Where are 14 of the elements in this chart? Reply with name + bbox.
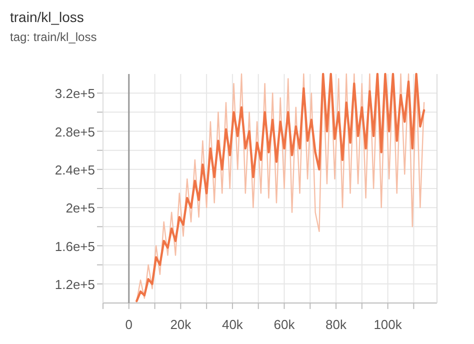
y-tick-label: 2.4e+5 — [54, 162, 95, 178]
y-tick-label: 1.2e+5 — [54, 276, 95, 292]
y-tick-label: 2e+5 — [66, 200, 95, 216]
x-tick-label: 100k — [374, 317, 402, 332]
y-tick-label: 2.8e+5 — [54, 124, 95, 140]
y-tick-label: 3.2e+5 — [54, 86, 95, 102]
x-tick-label: 80k — [326, 317, 347, 332]
x-tick-label: 20k — [170, 317, 192, 332]
x-tick-label: 40k — [222, 317, 244, 332]
x-tick-label: 0 — [125, 317, 133, 332]
chart-subtitle: tag: train/kl_loss — [10, 30, 97, 44]
x-tick-label: 60k — [274, 317, 296, 332]
y-tick-label: 1.6e+5 — [54, 238, 95, 254]
chart-title: train/kl_loss — [10, 9, 84, 25]
